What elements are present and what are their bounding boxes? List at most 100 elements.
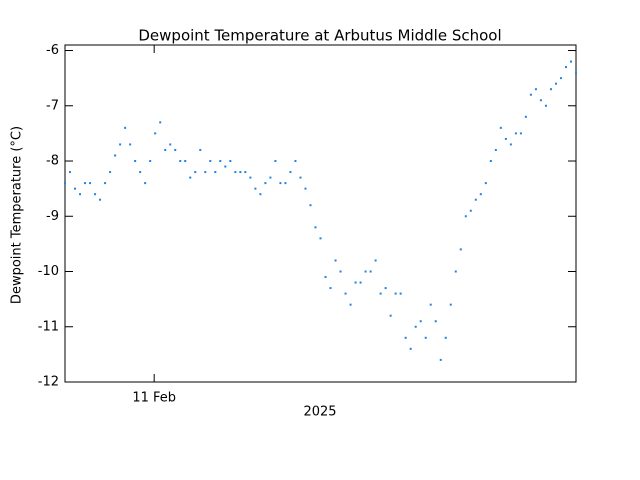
data-point bbox=[234, 171, 237, 174]
data-point bbox=[344, 292, 347, 295]
data-point bbox=[359, 281, 362, 284]
data-point bbox=[194, 171, 197, 174]
data-point bbox=[174, 148, 177, 151]
data-point bbox=[199, 148, 202, 151]
data-point bbox=[504, 137, 507, 140]
data-point bbox=[254, 187, 257, 190]
data-point bbox=[119, 143, 122, 146]
plot-frame bbox=[64, 44, 577, 383]
data-point bbox=[214, 171, 217, 174]
data-point bbox=[444, 336, 447, 339]
data-point bbox=[484, 182, 487, 185]
data-point bbox=[479, 193, 482, 196]
data-point bbox=[424, 336, 427, 339]
y-tick-label: -8 bbox=[46, 154, 59, 169]
data-point bbox=[204, 171, 207, 174]
data-point bbox=[184, 160, 187, 163]
y-tick-label: -7 bbox=[46, 98, 59, 113]
data-point bbox=[189, 176, 192, 179]
data-point bbox=[109, 171, 112, 174]
data-point bbox=[209, 160, 212, 163]
data-point bbox=[259, 193, 262, 196]
data-point bbox=[494, 148, 497, 151]
data-point bbox=[554, 82, 557, 85]
y-axis-label: Dewpoint Temperature (°C) bbox=[10, 126, 25, 304]
data-point bbox=[409, 347, 412, 350]
data-point bbox=[364, 270, 367, 273]
y-tick-label: -10 bbox=[38, 264, 59, 279]
data-point bbox=[569, 60, 572, 63]
data-point bbox=[414, 325, 417, 328]
data-point bbox=[219, 160, 222, 163]
data-point bbox=[454, 270, 457, 273]
data-point bbox=[169, 143, 172, 146]
y-tick-label: -11 bbox=[38, 319, 59, 334]
chart-title: Dewpoint Temperature at Arbutus Middle S… bbox=[138, 27, 501, 45]
data-point bbox=[459, 248, 462, 251]
data-point bbox=[339, 270, 342, 273]
x-tick-label: 11 Feb bbox=[132, 391, 176, 406]
data-point bbox=[369, 270, 372, 273]
data-point bbox=[384, 287, 387, 290]
data-point bbox=[124, 126, 127, 129]
data-point bbox=[144, 182, 147, 185]
data-point bbox=[99, 198, 102, 201]
data-point bbox=[559, 77, 562, 80]
data-point bbox=[439, 358, 442, 361]
data-point bbox=[404, 336, 407, 339]
y-tick-label: -9 bbox=[46, 209, 59, 224]
x-axis-label: 2025 bbox=[303, 405, 336, 420]
data-point bbox=[329, 287, 332, 290]
data-point bbox=[524, 115, 527, 118]
data-point bbox=[399, 292, 402, 295]
data-point bbox=[269, 176, 272, 179]
data-point bbox=[564, 66, 567, 69]
data-point bbox=[134, 160, 137, 163]
data-point bbox=[379, 292, 382, 295]
data-point bbox=[224, 165, 227, 168]
data-point bbox=[319, 237, 322, 240]
data-point bbox=[64, 182, 66, 185]
data-point bbox=[139, 171, 142, 174]
y-tick-label: -12 bbox=[38, 375, 59, 390]
data-point bbox=[249, 176, 252, 179]
data-point bbox=[179, 160, 182, 163]
data-point bbox=[394, 292, 397, 295]
data-point bbox=[539, 99, 542, 102]
data-point bbox=[279, 182, 282, 185]
data-point bbox=[89, 182, 92, 185]
data-point bbox=[104, 182, 107, 185]
data-point bbox=[469, 209, 472, 212]
data-point bbox=[474, 198, 477, 201]
data-point bbox=[244, 171, 247, 174]
data-point bbox=[129, 143, 132, 146]
data-point bbox=[499, 126, 502, 129]
data-point bbox=[354, 281, 357, 284]
data-point bbox=[309, 204, 312, 207]
data-point bbox=[575, 71, 577, 74]
data-point bbox=[274, 160, 277, 163]
data-point bbox=[149, 160, 152, 163]
data-point bbox=[229, 160, 232, 163]
data-point bbox=[514, 132, 517, 135]
data-point bbox=[434, 320, 437, 323]
data-point bbox=[489, 160, 492, 163]
data-point bbox=[74, 187, 77, 190]
y-tick-label: -6 bbox=[46, 43, 59, 58]
data-point bbox=[159, 121, 162, 124]
data-point bbox=[299, 176, 302, 179]
data-point bbox=[264, 182, 267, 185]
data-point bbox=[519, 132, 522, 135]
data-point bbox=[374, 259, 377, 262]
data-point bbox=[79, 193, 82, 196]
data-point bbox=[239, 171, 242, 174]
data-point bbox=[84, 182, 87, 185]
data-point bbox=[314, 226, 317, 229]
data-point bbox=[154, 132, 157, 135]
data-point bbox=[529, 93, 532, 96]
data-point bbox=[94, 193, 97, 196]
data-point bbox=[534, 88, 537, 91]
data-point bbox=[349, 303, 352, 306]
